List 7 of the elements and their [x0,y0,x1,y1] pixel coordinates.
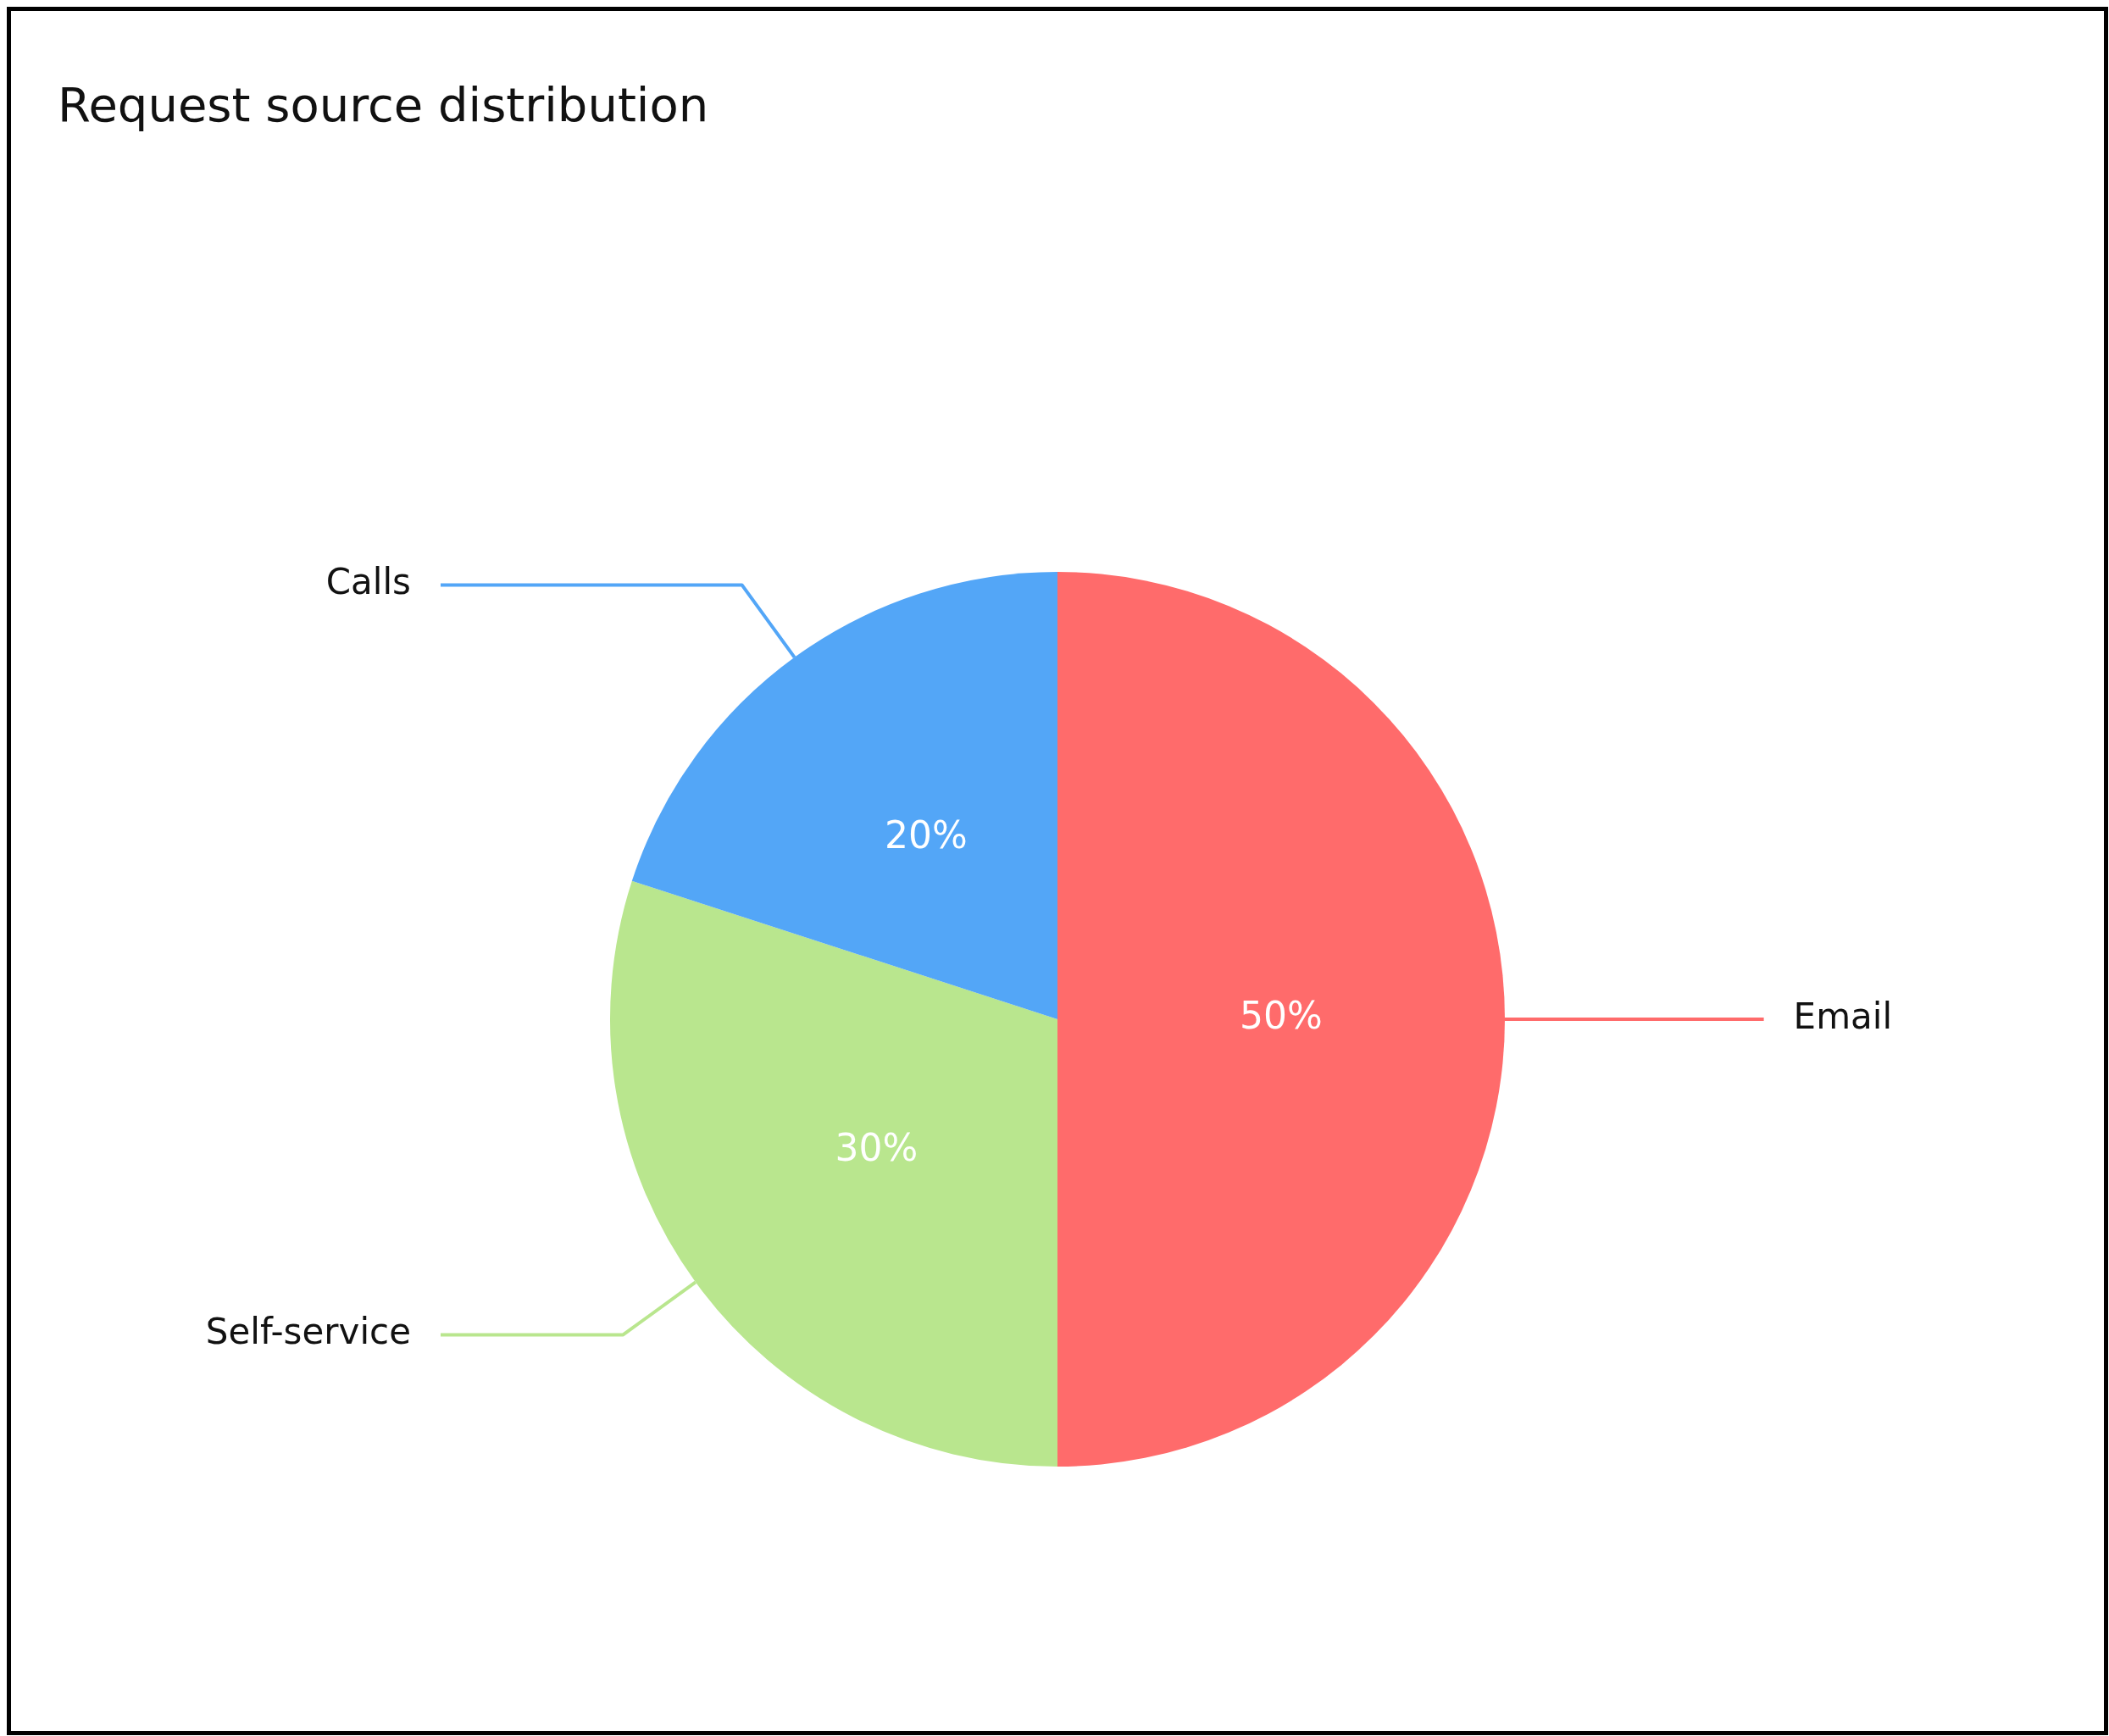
data-label: 30% [835,1125,919,1169]
slice-label: Calls [325,561,411,603]
data-label: 50% [1240,994,1323,1038]
slice-label: Email [1793,995,1893,1037]
data-label: 20% [884,813,968,857]
chart-title: Request source distribution [58,76,709,132]
slice-label: Self-service [205,1311,411,1353]
